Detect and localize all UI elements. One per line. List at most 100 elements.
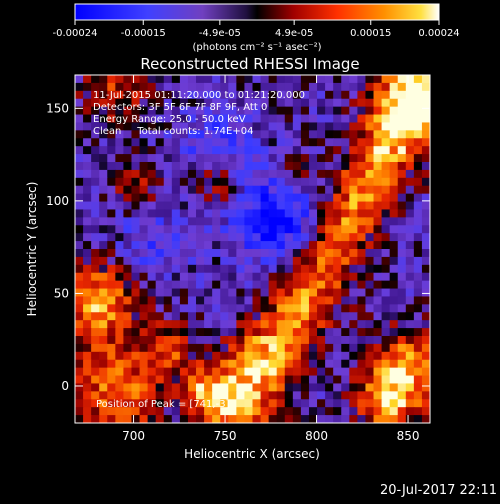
heatmap-cell xyxy=(123,154,133,163)
heatmap-cell xyxy=(405,415,415,423)
heatmap-cell xyxy=(292,177,302,187)
heatmap-cell xyxy=(357,201,367,211)
heatmap-cell xyxy=(349,304,358,313)
heatmap-cell xyxy=(212,391,221,400)
heatmap-cell xyxy=(365,162,375,171)
heatmap-cell xyxy=(83,162,92,171)
heatmap-cell xyxy=(365,256,375,266)
heatmap-cell xyxy=(268,367,278,377)
heatmap-cell xyxy=(107,359,116,369)
heatmap-cell xyxy=(413,169,423,179)
heatmap-cell xyxy=(155,154,165,163)
heatmap-cell xyxy=(107,241,116,250)
heatmap-cell xyxy=(228,162,237,171)
heatmap-cell xyxy=(220,82,229,92)
heatmap-cell xyxy=(365,241,375,250)
heatmap-cell xyxy=(308,320,318,329)
heatmap-cell xyxy=(300,375,310,385)
heatmap-cell xyxy=(155,90,165,100)
heatmap-cell xyxy=(228,98,237,108)
heatmap-cell xyxy=(147,296,157,305)
heatmap-cell xyxy=(139,225,149,234)
heatmap-cell xyxy=(276,75,286,84)
heatmap-cell xyxy=(187,146,197,155)
heatmap-cell xyxy=(357,288,367,298)
heatmap-cell xyxy=(373,367,383,377)
heatmap-cell xyxy=(357,407,367,416)
heatmap-cell xyxy=(155,82,165,92)
heatmap-cell xyxy=(325,185,334,195)
heatmap-cell xyxy=(163,193,173,203)
heatmap-cell xyxy=(236,209,246,218)
heatmap-cell xyxy=(115,367,125,377)
heatmap-cell xyxy=(115,114,125,124)
heatmap-cell xyxy=(357,320,367,329)
heatmap-cell xyxy=(91,399,100,408)
heatmap-cell xyxy=(373,162,383,171)
heatmap-cell xyxy=(365,320,375,329)
heatmap-cell xyxy=(260,249,270,258)
heatmap-cell xyxy=(91,336,100,345)
heatmap-cell xyxy=(139,272,149,282)
heatmap-cell xyxy=(333,304,342,313)
heatmap-cell xyxy=(196,415,205,423)
heatmap-cell xyxy=(260,98,270,108)
heatmap-cell xyxy=(421,312,430,321)
heatmap-cell xyxy=(373,233,383,242)
heatmap-cell xyxy=(276,391,286,400)
heatmap-cell xyxy=(204,90,213,100)
heatmap-cell xyxy=(252,177,262,187)
heatmap-cell xyxy=(107,138,116,147)
heatmap-cell xyxy=(171,328,181,337)
heatmap-cell xyxy=(139,280,149,290)
heatmap-cell xyxy=(131,114,141,124)
heatmap-cell xyxy=(75,320,84,329)
heatmap-cell xyxy=(292,336,302,345)
heatmap-cell xyxy=(179,217,189,226)
heatmap-cell xyxy=(381,233,391,242)
heatmap-cell xyxy=(147,288,157,298)
heatmap-cell xyxy=(300,328,310,337)
heatmap-cell xyxy=(163,138,173,147)
heatmap-cell xyxy=(163,415,173,423)
heatmap-cell xyxy=(115,415,125,423)
heatmap-cell xyxy=(179,296,189,305)
heatmap-cell xyxy=(317,193,326,203)
heatmap-cell xyxy=(99,264,108,274)
heatmap-cell xyxy=(220,249,229,258)
heatmap-cell xyxy=(204,241,213,250)
heatmap-cell xyxy=(187,130,197,139)
heatmap-cell xyxy=(389,407,399,416)
heatmap-cell xyxy=(139,217,149,226)
heatmap-cell xyxy=(179,177,189,187)
heatmap-cell xyxy=(171,399,181,408)
heatmap-cell xyxy=(397,399,407,408)
heatmap-cell xyxy=(179,264,189,274)
heatmap-cell xyxy=(99,359,108,369)
heatmap-cell xyxy=(284,201,294,211)
heatmap-cell xyxy=(373,328,383,337)
heatmap-cell xyxy=(268,209,278,218)
heatmap-cell xyxy=(397,288,407,298)
heatmap-cell xyxy=(236,375,246,385)
heatmap-cell xyxy=(99,146,108,155)
heatmap-cell xyxy=(107,154,116,163)
heatmap-cell xyxy=(139,75,149,84)
heatmap-cell xyxy=(413,177,423,187)
heatmap-cell xyxy=(107,114,116,124)
heatmap-cell xyxy=(91,162,100,171)
heatmap-cell xyxy=(236,201,246,211)
heatmap-cell xyxy=(389,249,399,258)
heatmap-cell xyxy=(252,296,262,305)
heatmap-cell xyxy=(187,217,197,226)
heatmap-cell xyxy=(147,114,157,124)
heatmap-cell xyxy=(147,328,157,337)
heatmap-cell xyxy=(341,130,350,139)
heatmap-cell xyxy=(147,312,157,321)
heatmap-cell xyxy=(228,82,237,92)
heatmap-cell xyxy=(325,415,334,423)
heatmap-cell xyxy=(405,106,415,116)
heatmap-cell xyxy=(99,185,108,195)
heatmap-cell xyxy=(252,146,262,155)
heatmap-cell xyxy=(317,249,326,258)
